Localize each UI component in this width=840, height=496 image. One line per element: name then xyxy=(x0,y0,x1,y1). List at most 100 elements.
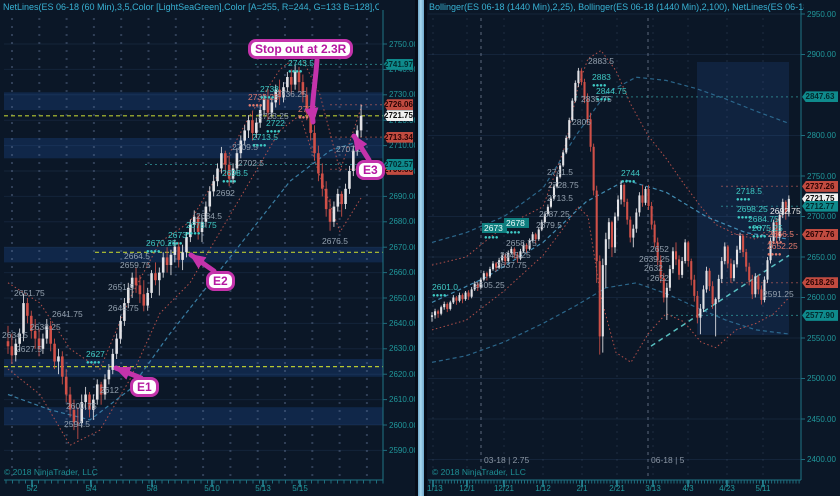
left-chart-panel[interactable]: NetLines(ES 06-18 (60 Min),3,5,Color [Li… xyxy=(0,0,418,496)
x-axis-tick-label: 4/3 xyxy=(682,484,694,493)
svg-text:2600.75: 2600.75 xyxy=(66,401,97,411)
y-axis-tick-label: 2600.00 xyxy=(807,293,836,302)
annotation-box[interactable]: E2 xyxy=(206,271,235,291)
svg-text:06-18 | 5: 06-18 | 5 xyxy=(651,455,685,465)
price-badge: 2721.75 xyxy=(384,110,413,122)
svg-text:2805: 2805 xyxy=(572,117,591,127)
svg-text:2627: 2627 xyxy=(86,349,105,359)
svg-text:●●●●: ●●●● xyxy=(506,230,521,236)
svg-text:2673: 2673 xyxy=(484,223,503,233)
price-badge: 2713.34 xyxy=(384,131,413,143)
svg-text:2641.75: 2641.75 xyxy=(52,309,83,319)
svg-text:2632: 2632 xyxy=(644,263,663,273)
svg-text:2713.5: 2713.5 xyxy=(252,132,278,142)
svg-text:2679.5: 2679.5 xyxy=(536,220,562,230)
y-axis-tick-label: 2680.00 xyxy=(389,217,418,227)
splitter-bar[interactable] xyxy=(418,0,424,496)
svg-text:2634.5: 2634.5 xyxy=(2,330,28,340)
svg-text:2591.25: 2591.25 xyxy=(763,289,794,299)
y-axis-tick-label: 2690.00 xyxy=(389,191,418,201)
price-badge: 2702.57 xyxy=(384,158,413,170)
y-axis-tick-label: 2710.00 xyxy=(389,141,418,151)
svg-text:2844.75: 2844.75 xyxy=(596,86,627,96)
x-axis-tick-label: 5/8 xyxy=(146,484,158,493)
chart-plot-area[interactable]: 03-18 | 2.75 06-18 | 5 2601.0●●●●2605.2526… xyxy=(426,0,840,496)
svg-text:●●●●: ●●●● xyxy=(768,240,783,246)
svg-text:2741.5: 2741.5 xyxy=(547,167,573,177)
y-axis-tick-label: 2610.00 xyxy=(389,395,418,405)
swing-price-labels: 2651.75 2627.5 2638.25 2641.75 2634.5 2594.5 2… xyxy=(2,58,362,429)
y-axis-tick-label: 2630.00 xyxy=(389,344,418,354)
svg-text:●●●●: ●●●● xyxy=(168,241,183,247)
right-chart-panel[interactable]: Bollinger(ES 06-18 (1440 Min),2,25), Bol… xyxy=(423,0,840,496)
y-axis-tick-label: 2730.00 xyxy=(389,90,418,100)
price-badge: 2726.06 xyxy=(384,99,413,111)
panel-splitter[interactable] xyxy=(415,0,427,496)
svg-text:2644.75: 2644.75 xyxy=(108,303,139,313)
price-badge: 2741.97 xyxy=(384,58,413,70)
svg-text:2732.25: 2732.25 xyxy=(248,92,279,102)
x-axis-tick-label: 5/4 xyxy=(85,484,97,493)
svg-text:●●●●: ●●●● xyxy=(484,235,499,241)
svg-text:●●●●: ●●●● xyxy=(432,293,447,299)
svg-text:2678: 2678 xyxy=(506,218,525,228)
svg-text:2652: 2652 xyxy=(650,244,669,254)
svg-text:2612: 2612 xyxy=(100,385,119,395)
x-axis-tick-label: 12/1 xyxy=(459,484,475,493)
y-axis-tick-label: 2400.00 xyxy=(807,455,836,464)
x-axis-tick-label: 5/11 xyxy=(755,484,771,493)
svg-text:2666.5: 2666.5 xyxy=(768,229,794,239)
svg-text:2645.25: 2645.25 xyxy=(500,250,531,260)
y-axis-tick-label: 2670.00 xyxy=(389,242,418,252)
svg-text:●●●●: ●●●● xyxy=(748,225,763,231)
x-axis-tick-label: 12/21 xyxy=(493,484,515,493)
x-axis-tick-label: 2/21 xyxy=(609,484,625,493)
svg-text:2651.75: 2651.75 xyxy=(14,288,45,298)
svg-text:2637.75: 2637.75 xyxy=(496,260,527,270)
svg-text:●●●●: ●●●● xyxy=(248,103,263,109)
svg-text:2692: 2692 xyxy=(216,188,235,198)
copyright-left: © 2018 NinjaTrader, LLC xyxy=(4,467,98,477)
svg-text:●●●●: ●●●● xyxy=(222,179,237,185)
svg-text:2709.5: 2709.5 xyxy=(232,142,258,152)
y-axis-tick-label: 2750.00 xyxy=(807,171,836,181)
chart-plot-area[interactable]: 2651.75 2627.5 2638.25 2641.75 2634.5 2594.5 2… xyxy=(0,0,415,496)
bollinger-curves xyxy=(431,49,790,364)
annotation-box[interactable]: Stop out at 2.3R xyxy=(248,39,354,59)
y-axis-tick-label: 2450.00 xyxy=(807,414,836,424)
svg-text:2664.5: 2664.5 xyxy=(124,251,150,261)
annotation-box[interactable]: E3 xyxy=(356,160,385,180)
y-axis-tick-label: 2900.00 xyxy=(807,50,836,59)
swing-price-labels: 2601.0●●●●2605.252637.752645.252658.7526… xyxy=(432,56,801,299)
svg-text:●●●●: ●●●● xyxy=(86,360,101,366)
price-badge: 2712.77 xyxy=(802,200,838,212)
svg-text:03-18 | 2.75: 03-18 | 2.75 xyxy=(484,455,529,465)
annotation-box[interactable]: E1 xyxy=(130,377,159,397)
svg-text:●●●●: ●●●● xyxy=(767,252,782,258)
y-axis-tick-label: 2590.00 xyxy=(389,445,418,455)
svg-text:2670.25: 2670.25 xyxy=(146,238,177,248)
svg-text:2698.5: 2698.5 xyxy=(222,168,248,178)
y-axis-tick-label: 2650.00 xyxy=(807,252,836,262)
svg-text:2744: 2744 xyxy=(621,168,640,178)
svg-text:●●●●: ●●●● xyxy=(596,97,611,103)
left-chart-indicator-header: NetLines(ES 06-18 (60 Min),3,5,Color [Li… xyxy=(3,2,379,12)
svg-text:2639.25: 2639.25 xyxy=(639,254,670,264)
y-axis-tick-label: 2950.00 xyxy=(807,9,836,19)
x-axis-tick-label: 2/1 xyxy=(576,484,588,493)
annotation-arrows xyxy=(113,57,372,381)
y-axis-tick-label: 2620.00 xyxy=(389,369,418,379)
x-axis-tick-label: 5/2 xyxy=(26,484,38,493)
svg-text:2622: 2622 xyxy=(650,273,669,283)
price-badge: 2618.26 xyxy=(802,277,838,289)
candlestick-series xyxy=(6,64,363,439)
svg-text:2678.75: 2678.75 xyxy=(186,220,217,230)
svg-text:2835.75: 2835.75 xyxy=(581,94,612,104)
svg-text:2675.25: 2675.25 xyxy=(752,223,783,233)
svg-text:2736.25: 2736.25 xyxy=(276,89,307,99)
svg-text:●●●●: ●●●● xyxy=(592,83,607,89)
candlestick-series xyxy=(430,67,790,355)
price-badge: 2577.90 xyxy=(802,309,838,321)
svg-text:●●●●: ●●●● xyxy=(621,179,636,185)
